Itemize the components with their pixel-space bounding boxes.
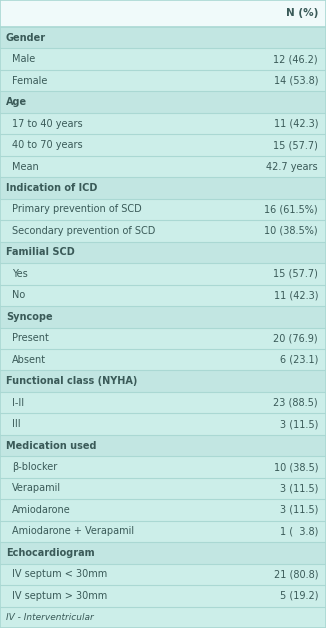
Text: Secondary prevention of SCD: Secondary prevention of SCD (12, 226, 156, 236)
Bar (0, 306, 326, 327)
Text: 17 to 40 years: 17 to 40 years (12, 119, 82, 129)
Text: Age: Age (6, 97, 27, 107)
Text: Amiodarone + Verapamil: Amiodarone + Verapamil (12, 526, 134, 536)
Text: N (%): N (%) (286, 9, 318, 18)
Text: 3 (11.5): 3 (11.5) (280, 505, 318, 515)
Bar (0, 542, 326, 563)
Bar (0, 263, 326, 284)
Text: Present: Present (12, 333, 49, 344)
Text: No: No (12, 290, 25, 300)
Bar (0, 177, 326, 198)
Bar (0, 0, 326, 27)
Text: Indication of ICD: Indication of ICD (6, 183, 97, 193)
Text: Mean: Mean (12, 161, 39, 171)
Text: Primary prevention of SCD: Primary prevention of SCD (12, 205, 142, 214)
Text: 10 (38.5): 10 (38.5) (274, 462, 318, 472)
Text: Functional class (NYHA): Functional class (NYHA) (6, 376, 137, 386)
Text: 21 (80.8): 21 (80.8) (274, 570, 318, 580)
Text: IV septum > 30mm: IV septum > 30mm (12, 591, 107, 601)
Text: III: III (12, 419, 21, 429)
Bar (0, 413, 326, 435)
Text: 14 (53.8): 14 (53.8) (274, 75, 318, 85)
Bar (0, 327, 326, 349)
Bar (0, 499, 326, 521)
Bar (0, 349, 326, 371)
Text: 23 (88.5): 23 (88.5) (274, 398, 318, 408)
Text: 11 (42.3): 11 (42.3) (274, 119, 318, 129)
Bar (0, 220, 326, 242)
Bar (0, 585, 326, 607)
Bar (0, 478, 326, 499)
Text: I-II: I-II (12, 398, 24, 408)
Text: 12 (46.2): 12 (46.2) (274, 54, 318, 64)
Bar (0, 198, 326, 220)
Text: 10 (38.5%): 10 (38.5%) (264, 226, 318, 236)
Text: Echocardiogram: Echocardiogram (6, 548, 95, 558)
Text: Male: Male (12, 54, 35, 64)
Text: 42.7 years: 42.7 years (266, 161, 318, 171)
Text: 40 to 70 years: 40 to 70 years (12, 140, 82, 150)
Bar (0, 392, 326, 413)
Bar (0, 457, 326, 478)
Text: 6 (23.1): 6 (23.1) (280, 355, 318, 365)
Text: 3 (11.5): 3 (11.5) (280, 419, 318, 429)
Bar (0, 435, 326, 457)
Bar (0, 48, 326, 70)
Text: Verapamil: Verapamil (12, 484, 61, 494)
Bar (0, 284, 326, 306)
Text: Absent: Absent (12, 355, 46, 365)
Text: β-blocker: β-blocker (12, 462, 57, 472)
Bar (0, 27, 326, 48)
Bar (0, 242, 326, 263)
Bar (0, 607, 326, 628)
Text: 20 (76.9): 20 (76.9) (274, 333, 318, 344)
Text: 15 (57.7): 15 (57.7) (273, 140, 318, 150)
Text: 5 (19.2): 5 (19.2) (279, 591, 318, 601)
Bar (0, 563, 326, 585)
Text: Gender: Gender (6, 33, 46, 43)
Bar (0, 521, 326, 542)
Text: Amiodarone: Amiodarone (12, 505, 71, 515)
Text: 15 (57.7): 15 (57.7) (273, 269, 318, 279)
Bar (0, 371, 326, 392)
Text: 1 (  3.8): 1 ( 3.8) (280, 526, 318, 536)
Bar (0, 134, 326, 156)
Text: Yes: Yes (12, 269, 28, 279)
Text: IV - Interventricular: IV - Interventricular (6, 613, 94, 622)
Text: Female: Female (12, 75, 47, 85)
Bar (0, 156, 326, 177)
Text: Medication used: Medication used (6, 441, 96, 450)
Text: IV septum < 30mm: IV septum < 30mm (12, 570, 107, 580)
Bar (0, 113, 326, 134)
Bar (0, 92, 326, 113)
Text: 11 (42.3): 11 (42.3) (274, 290, 318, 300)
Text: 3 (11.5): 3 (11.5) (280, 484, 318, 494)
Bar (0, 70, 326, 92)
Text: Familial SCD: Familial SCD (6, 247, 75, 257)
Text: 16 (61.5%): 16 (61.5%) (264, 205, 318, 214)
Text: Syncope: Syncope (6, 311, 52, 322)
